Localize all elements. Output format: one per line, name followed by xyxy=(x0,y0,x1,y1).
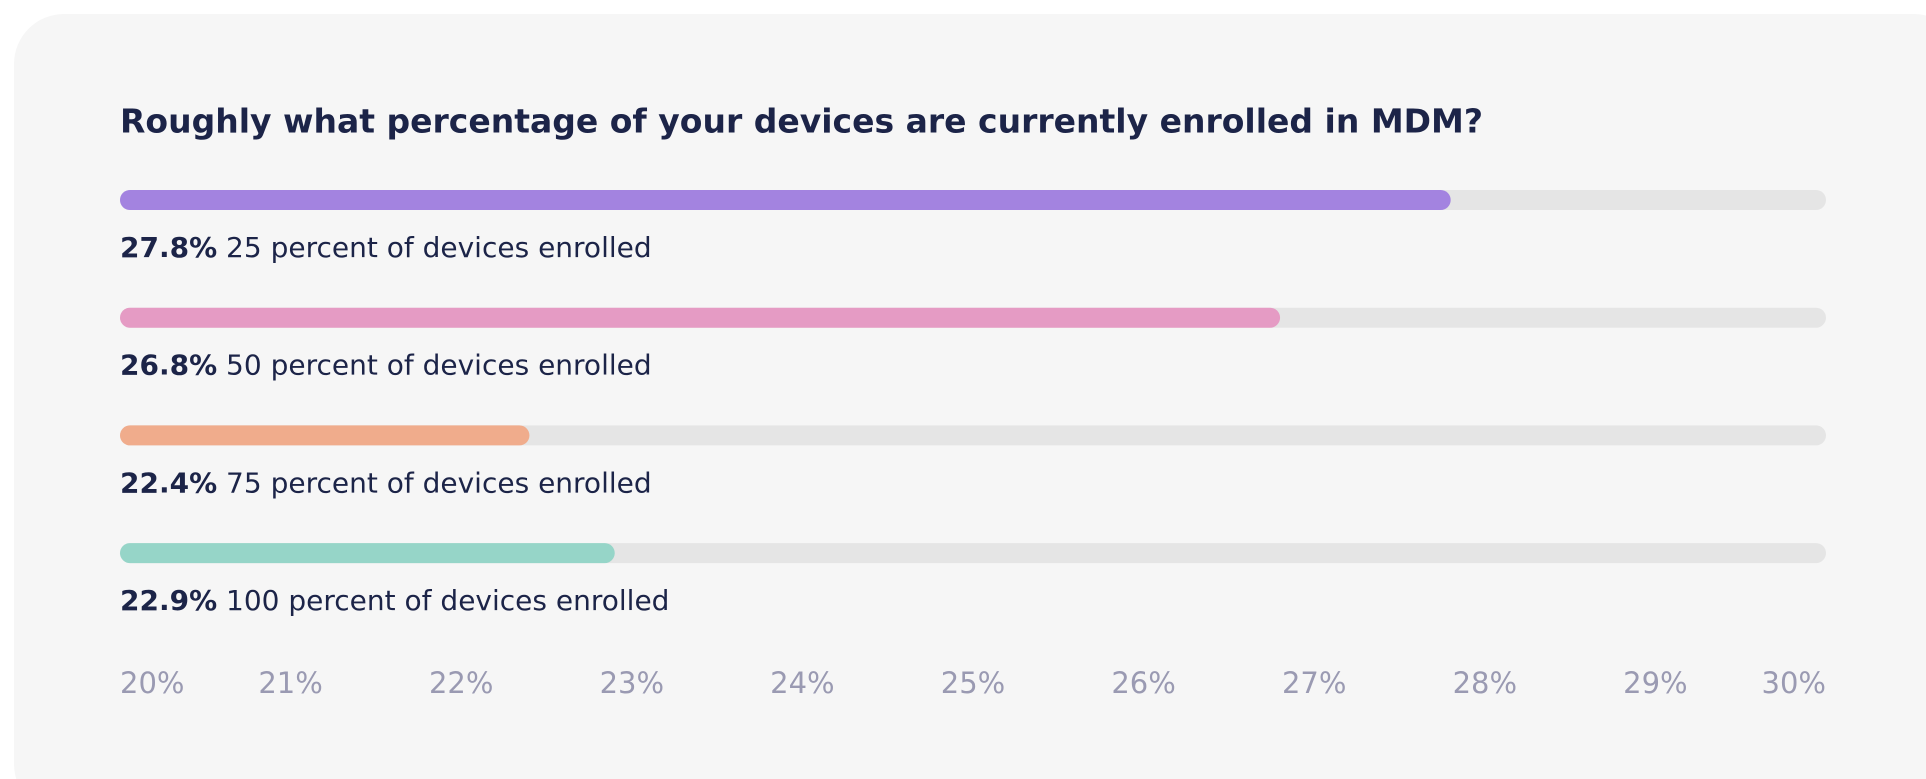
value-label: 22.4% xyxy=(120,466,217,499)
x-tick-label: 25% xyxy=(941,666,1005,700)
x-tick-label: 24% xyxy=(770,666,834,700)
category-label: 75 percent of devices enrolled xyxy=(226,466,652,499)
bar-label: 22.9% 100 percent of devices enrolled xyxy=(120,584,669,617)
bar-track xyxy=(120,425,1826,446)
bar xyxy=(120,425,530,446)
bar-label: 26.8% 50 percent of devices enrolled xyxy=(120,349,652,382)
x-tick-label: 29% xyxy=(1623,666,1687,700)
category-label: 100 percent of devices enrolled xyxy=(226,584,669,617)
chart-title: Roughly what percentage of your devices … xyxy=(120,102,1483,141)
category-label: 50 percent of devices enrolled xyxy=(226,349,652,382)
x-tick-label: 22% xyxy=(429,666,493,700)
bar xyxy=(120,307,1281,328)
x-tick-label: 28% xyxy=(1453,666,1517,700)
x-tick-label: 20% xyxy=(120,666,184,700)
x-tick-label: 26% xyxy=(1111,666,1175,700)
value-label: 22.9% xyxy=(120,584,217,617)
bar-label: 27.8% 25 percent of devices enrolled xyxy=(120,231,652,264)
value-label: 27.8% xyxy=(120,231,217,264)
x-tick-label: 21% xyxy=(258,666,322,700)
category-label: 25 percent of devices enrolled xyxy=(226,231,652,264)
bar xyxy=(120,543,615,564)
value-label: 26.8% xyxy=(120,349,217,382)
bar xyxy=(120,190,1451,210)
x-tick-label: 23% xyxy=(600,666,664,700)
x-tick-label: 27% xyxy=(1282,666,1346,700)
bar-label: 22.4% 75 percent of devices enrolled xyxy=(120,466,652,499)
x-tick-label: 30% xyxy=(1762,666,1826,700)
